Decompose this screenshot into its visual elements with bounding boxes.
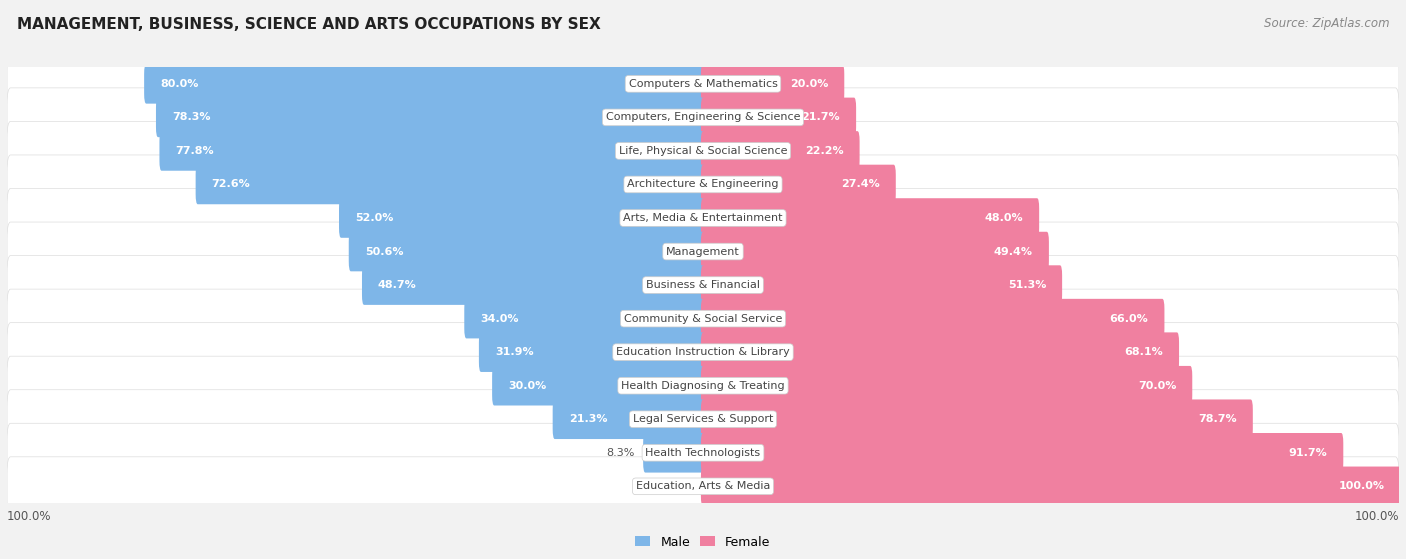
FancyBboxPatch shape — [7, 423, 1399, 482]
FancyBboxPatch shape — [195, 165, 704, 204]
Text: 77.8%: 77.8% — [176, 146, 214, 156]
FancyBboxPatch shape — [339, 198, 704, 238]
FancyBboxPatch shape — [7, 121, 1399, 181]
Text: 48.7%: 48.7% — [378, 280, 416, 290]
Text: 100.0%: 100.0% — [7, 510, 52, 523]
Text: 80.0%: 80.0% — [160, 79, 198, 89]
FancyBboxPatch shape — [702, 433, 1343, 472]
FancyBboxPatch shape — [7, 390, 1399, 449]
Text: Health Diagnosing & Treating: Health Diagnosing & Treating — [621, 381, 785, 391]
Text: 50.6%: 50.6% — [364, 247, 404, 257]
Text: 48.0%: 48.0% — [984, 213, 1024, 223]
Text: Community & Social Service: Community & Social Service — [624, 314, 782, 324]
Text: 0.0%: 0.0% — [664, 481, 693, 491]
Text: 100.0%: 100.0% — [1339, 481, 1385, 491]
Text: 31.9%: 31.9% — [495, 347, 533, 357]
FancyBboxPatch shape — [702, 366, 1192, 405]
FancyBboxPatch shape — [7, 188, 1399, 248]
FancyBboxPatch shape — [702, 400, 1253, 439]
FancyBboxPatch shape — [464, 299, 704, 338]
FancyBboxPatch shape — [7, 457, 1399, 516]
FancyBboxPatch shape — [7, 222, 1399, 281]
FancyBboxPatch shape — [7, 155, 1399, 214]
Text: Computers & Mathematics: Computers & Mathematics — [628, 79, 778, 89]
Text: Computers, Engineering & Science: Computers, Engineering & Science — [606, 112, 800, 122]
Text: 100.0%: 100.0% — [1354, 510, 1399, 523]
Text: 21.3%: 21.3% — [568, 414, 607, 424]
FancyBboxPatch shape — [702, 131, 859, 170]
Text: MANAGEMENT, BUSINESS, SCIENCE AND ARTS OCCUPATIONS BY SEX: MANAGEMENT, BUSINESS, SCIENCE AND ARTS O… — [17, 17, 600, 32]
Text: 78.3%: 78.3% — [172, 112, 211, 122]
Text: Education, Arts & Media: Education, Arts & Media — [636, 481, 770, 491]
Text: 20.0%: 20.0% — [790, 79, 828, 89]
Text: Health Technologists: Health Technologists — [645, 448, 761, 458]
Text: Source: ZipAtlas.com: Source: ZipAtlas.com — [1264, 17, 1389, 30]
Text: 51.3%: 51.3% — [1008, 280, 1046, 290]
Text: 78.7%: 78.7% — [1198, 414, 1237, 424]
Text: Legal Services & Support: Legal Services & Support — [633, 414, 773, 424]
FancyBboxPatch shape — [643, 433, 704, 472]
FancyBboxPatch shape — [7, 323, 1399, 382]
FancyBboxPatch shape — [7, 88, 1399, 147]
Text: 52.0%: 52.0% — [354, 213, 394, 223]
Text: 70.0%: 70.0% — [1137, 381, 1177, 391]
FancyBboxPatch shape — [361, 266, 704, 305]
Text: 66.0%: 66.0% — [1109, 314, 1149, 324]
Text: 49.4%: 49.4% — [994, 247, 1033, 257]
Legend: Male, Female: Male, Female — [630, 530, 776, 553]
FancyBboxPatch shape — [702, 64, 844, 103]
Text: Management: Management — [666, 247, 740, 257]
Text: 72.6%: 72.6% — [212, 179, 250, 190]
FancyBboxPatch shape — [7, 54, 1399, 113]
FancyBboxPatch shape — [7, 255, 1399, 315]
Text: 22.2%: 22.2% — [806, 146, 844, 156]
FancyBboxPatch shape — [479, 333, 704, 372]
Text: 8.3%: 8.3% — [606, 448, 634, 458]
FancyBboxPatch shape — [702, 333, 1180, 372]
FancyBboxPatch shape — [7, 356, 1399, 415]
Text: 27.4%: 27.4% — [841, 179, 880, 190]
FancyBboxPatch shape — [702, 198, 1039, 238]
Text: Education Instruction & Library: Education Instruction & Library — [616, 347, 790, 357]
Text: 21.7%: 21.7% — [801, 112, 841, 122]
FancyBboxPatch shape — [7, 289, 1399, 348]
Text: 34.0%: 34.0% — [481, 314, 519, 324]
FancyBboxPatch shape — [492, 366, 704, 405]
Text: 68.1%: 68.1% — [1125, 347, 1163, 357]
Text: Arts, Media & Entertainment: Arts, Media & Entertainment — [623, 213, 783, 223]
FancyBboxPatch shape — [702, 299, 1164, 338]
FancyBboxPatch shape — [553, 400, 704, 439]
FancyBboxPatch shape — [145, 64, 704, 103]
FancyBboxPatch shape — [349, 232, 704, 271]
FancyBboxPatch shape — [156, 98, 704, 137]
Text: Architecture & Engineering: Architecture & Engineering — [627, 179, 779, 190]
FancyBboxPatch shape — [702, 98, 856, 137]
Text: 91.7%: 91.7% — [1288, 448, 1327, 458]
Text: 30.0%: 30.0% — [508, 381, 547, 391]
FancyBboxPatch shape — [702, 467, 1400, 506]
FancyBboxPatch shape — [702, 232, 1049, 271]
Text: Life, Physical & Social Science: Life, Physical & Social Science — [619, 146, 787, 156]
FancyBboxPatch shape — [702, 266, 1062, 305]
Text: Business & Financial: Business & Financial — [645, 280, 761, 290]
FancyBboxPatch shape — [702, 165, 896, 204]
FancyBboxPatch shape — [159, 131, 704, 170]
